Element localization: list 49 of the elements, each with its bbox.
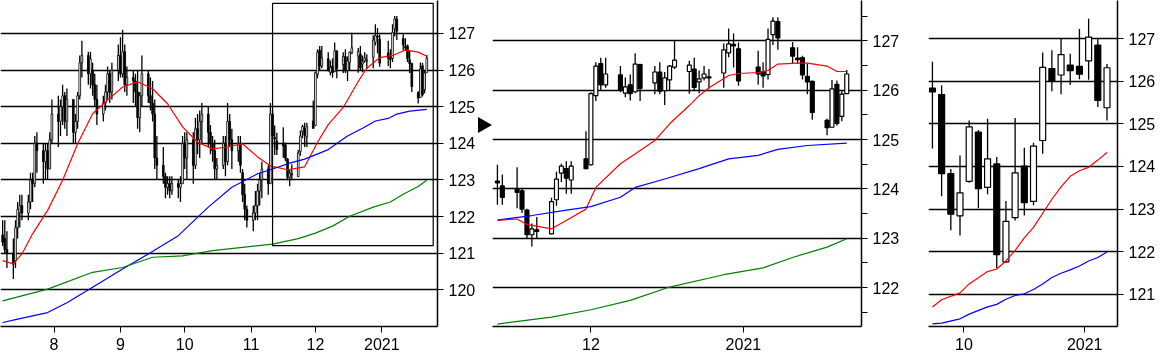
x-tick-label: 2021 (725, 335, 762, 353)
y-tick-label: 127 (448, 25, 476, 43)
x-tick-label: 8 (49, 335, 59, 353)
y-tick-label: 127 (872, 32, 900, 50)
line-series (496, 142, 848, 221)
y-tick-label: 126 (448, 62, 476, 80)
line-series (2, 108, 428, 324)
x-tick-label: 11 (242, 335, 260, 353)
x-tick-label: 10 (175, 335, 194, 353)
y-tick-label: 124 (448, 135, 476, 153)
candlestick (568, 160, 574, 195)
y-tick-label: 123 (872, 230, 900, 248)
candlestick (553, 170, 560, 207)
y-tick-label: 124 (1128, 158, 1156, 176)
y-tick-label: 122 (1128, 243, 1156, 261)
y-tick-label: 126 (1128, 73, 1156, 91)
y-tick-label: 125 (872, 131, 900, 149)
y-tick-label: 127 (1128, 30, 1156, 48)
y-tick-label: 122 (872, 279, 900, 297)
x-tick-label: 10 (955, 335, 973, 353)
line-series (2, 179, 428, 302)
y-tick-label: 121 (1128, 286, 1156, 304)
y-tick-label: 123 (1128, 201, 1156, 219)
y-tick-label: 121 (448, 245, 476, 263)
candlestick (844, 69, 850, 95)
x-tick-label: 12 (306, 335, 325, 353)
y-tick-label: 123 (448, 171, 476, 189)
y-tick-label: 126 (872, 82, 900, 100)
x-tick-label: 2021 (1066, 335, 1103, 353)
x-tick-label: 2021 (364, 335, 400, 353)
y-tick-label: 120 (448, 281, 476, 299)
candlestick (721, 42, 727, 89)
candlestick (170, 175, 174, 196)
y-tick-label: 122 (448, 208, 476, 226)
candlestick (326, 51, 330, 73)
line-series (931, 251, 1108, 325)
candlestick (499, 173, 505, 206)
candlestick (359, 45, 362, 71)
candlestick (956, 154, 964, 237)
candlestick (652, 65, 658, 95)
x-tick-label: 9 (116, 335, 126, 353)
x-tick-label: 12 (582, 335, 600, 353)
candlestick (637, 62, 643, 102)
candlestick (356, 47, 360, 74)
y-tick-label: 125 (448, 98, 476, 116)
line-series (496, 238, 848, 325)
y-tick-label: 124 (872, 180, 900, 198)
y-tick-label: 125 (1128, 115, 1156, 133)
line-series (931, 151, 1108, 308)
